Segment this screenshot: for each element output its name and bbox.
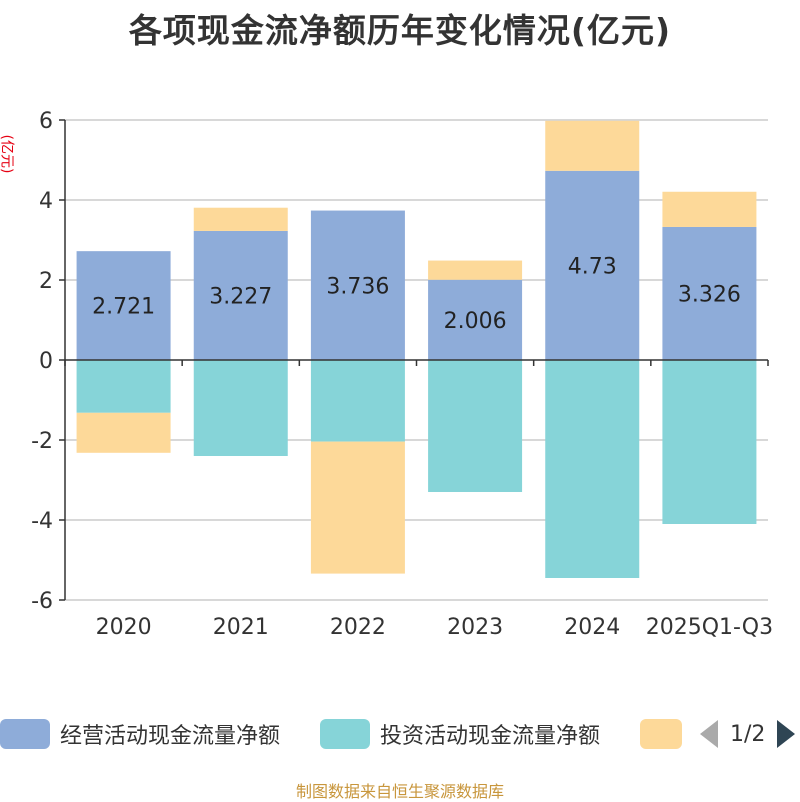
x-tick-label: 2024 [564,615,620,640]
data-label: 2.721 [92,295,155,320]
bar-2-2023 [428,260,523,280]
bar-1-2025Q1-Q3 [662,360,757,524]
x-tick-label: 2021 [213,615,269,640]
bar-2-2024 [545,120,640,171]
legend-item-operating[interactable]: 经营活动现金流量净额 [0,716,280,752]
legend: 经营活动现金流量净额 投资活动现金流量净额 1/2 [0,716,800,752]
bar-0-2022 [310,210,405,360]
legend-item-third[interactable] [640,716,692,752]
x-tick-label: 2023 [447,615,503,640]
x-tick-label: 2022 [330,615,386,640]
legend-label-operating: 经营活动现金流量净额 [60,724,281,749]
data-label: 3.326 [678,282,741,307]
legend-prev-icon[interactable] [700,720,718,748]
x-tick-label: 2025Q1-Q3 [646,615,773,640]
bar-1-2021 [193,360,288,456]
legend-next-icon[interactable] [777,720,796,748]
bar-2-2022 [310,441,405,574]
bar-1-2022 [310,360,405,442]
legend-label-investing: 投资活动现金流量净额 [380,724,601,749]
y-tick-label: 4 [39,189,53,214]
y-tick-label: -6 [31,589,53,614]
bar-1-2020 [76,360,171,413]
bar-1-2023 [428,360,523,492]
legend-swatch-third [640,719,682,749]
data-label: 3.736 [326,274,389,299]
bar-2-2021 [193,207,288,231]
bar-2-2020 [76,412,171,453]
y-tick-label: 6 [39,109,53,134]
legend-swatch-investing [320,719,370,749]
bar-0-2023 [428,279,523,360]
bar-0-2021 [193,230,288,360]
legend-page-indicator: 1/2 [730,721,766,747]
bar-0-2025Q1-Q3 [662,226,757,360]
data-source: 制图数据来自恒生聚源数据库 [295,782,504,801]
data-label: 2.006 [444,309,507,334]
y-tick-label: 2 [39,269,53,294]
y-tick-label: 0 [39,349,53,374]
bar-0-2020 [76,251,171,360]
data-label: 3.227 [209,284,272,309]
y-tick-label: -4 [31,509,53,534]
bar-0-2024 [545,170,640,360]
legend-pager: 1/2 [700,716,796,752]
y-tick-label: -2 [31,429,53,454]
data-label: 4.73 [568,254,617,279]
legend-swatch-operating [0,719,50,749]
legend-item-investing[interactable]: 投资活动现金流量净额 [320,716,600,752]
bar-1-2024 [545,360,640,578]
chart-title: 各项现金流净额历年变化情况(亿元) [128,11,672,50]
x-tick-label: 2020 [96,615,152,640]
bar-2-2025Q1-Q3 [662,191,757,227]
